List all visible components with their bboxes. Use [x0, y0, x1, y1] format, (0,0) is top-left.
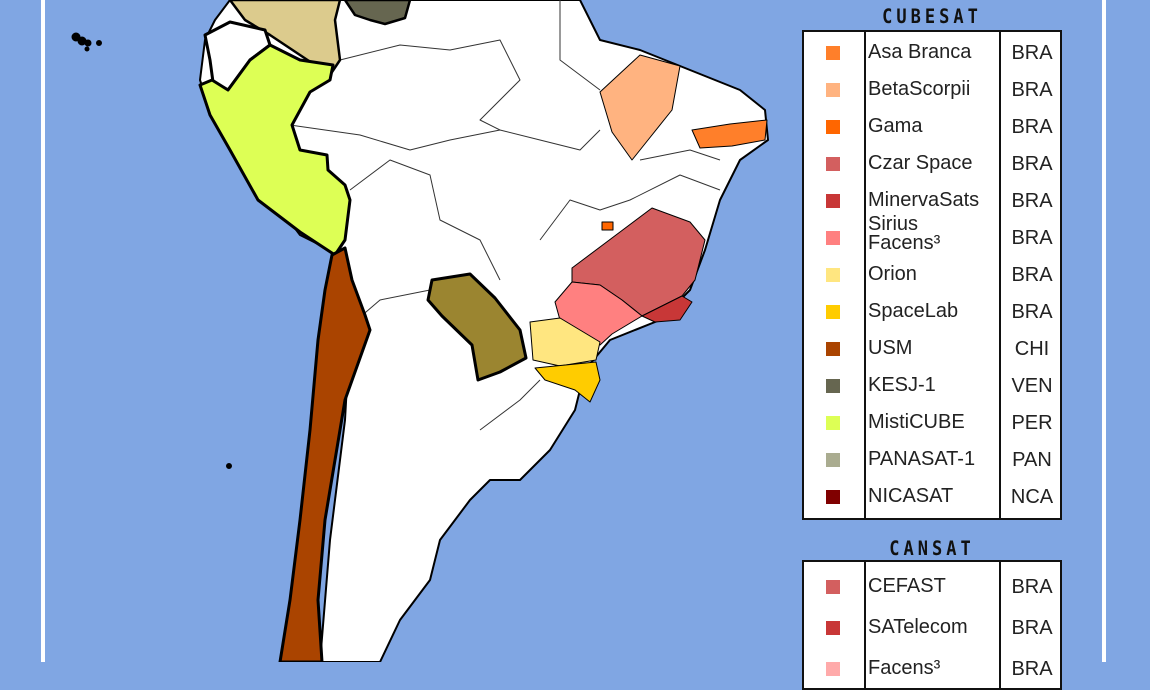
legend-row: Gama BRA [804, 108, 1060, 145]
color-swatch [826, 83, 840, 97]
country-code: BRA [1011, 153, 1053, 175]
legend-row: Asa Branca BRA [804, 34, 1060, 71]
country-code: BRA [1011, 116, 1053, 138]
country-code: PER [1011, 412, 1053, 434]
cansat-legend-table: CEFAST BRA SATelecom BRA Facens³ BRA [802, 560, 1062, 690]
column-divider [864, 562, 866, 688]
country-code: BRA [1011, 301, 1053, 323]
legend-row: USM CHI [804, 330, 1060, 367]
frame-line-right [1102, 0, 1106, 662]
legend-row: KESJ-1 VEN [804, 367, 1060, 404]
country-code: BRA [1011, 190, 1053, 212]
galapagos-islands [71, 32, 102, 52]
region-chile-usm [278, 246, 372, 662]
region-venezuela-kesj1 [343, 0, 412, 26]
legend-row: Czar Space BRA [804, 145, 1060, 182]
frame-line-left [41, 0, 45, 662]
legend-row: Orion BRA [804, 256, 1060, 293]
satellite-name: Facens³ [868, 657, 941, 679]
satellite-name: SATelecom [868, 616, 968, 638]
legend-row: BetaScorpii BRA [804, 71, 1060, 108]
country-code: BRA [1011, 576, 1053, 598]
satellite-name: MistiCUBE [868, 411, 965, 433]
country-code: BRA [1011, 42, 1053, 64]
satellite-name: NICASAT [868, 485, 954, 507]
satellite-name: Orion [868, 263, 917, 285]
country-code: PAN [1012, 449, 1052, 471]
country-code: BRA [1011, 227, 1053, 249]
color-swatch [826, 662, 840, 676]
color-swatch [826, 194, 840, 208]
color-swatch [826, 416, 840, 430]
column-divider [999, 32, 1001, 518]
country-code: NCA [1010, 486, 1054, 508]
satellite-name: Sirius Facens³ [868, 213, 941, 254]
legend-row: Sirius Facens³ BRA [804, 214, 1060, 256]
satellite-name: KESJ-1 [868, 374, 936, 396]
satellite-name: Czar Space [868, 152, 973, 174]
color-swatch [826, 157, 840, 171]
south-america-map [71, 0, 769, 662]
region-asa-branca [691, 119, 768, 149]
satellite-name: MinervaSats [868, 189, 980, 211]
island [226, 463, 232, 469]
satellite-name: Gama [868, 115, 923, 137]
region-paraguay [426, 272, 528, 382]
legend-row: SATelecom BRA [804, 609, 1060, 646]
legend-row: CEFAST BRA [804, 568, 1060, 605]
color-swatch [826, 490, 840, 504]
region-spacelab [534, 361, 601, 403]
cubesat-legend-title: CUBESAT [882, 5, 982, 29]
country-code: VEN [1011, 375, 1053, 397]
color-swatch [826, 621, 840, 635]
legend-row: SpaceLab BRA [804, 293, 1060, 330]
region-betascorpii [599, 54, 681, 161]
country-code: CHI [1014, 338, 1050, 360]
legend-row: Facens³ BRA [804, 650, 1060, 687]
satellite-name: CEFAST [868, 575, 946, 597]
country-code: BRA [1011, 79, 1053, 101]
satellite-name: USM [868, 337, 913, 359]
cansat-legend-title: CANSAT [889, 537, 975, 561]
country-code: BRA [1011, 264, 1053, 286]
color-swatch [826, 231, 840, 245]
legend-row: MistiCUBE PER [804, 404, 1060, 441]
satellite-name: PANASAT-1 [868, 448, 976, 470]
cubesat-legend-table: Asa Branca BRA BetaScorpii BRA Gama BRA Czar S… [802, 30, 1062, 520]
color-swatch [826, 342, 840, 356]
color-swatch [826, 268, 840, 282]
color-swatch [826, 46, 840, 60]
country-code: BRA [1011, 617, 1053, 639]
satellite-name: SpaceLab [868, 300, 959, 322]
column-divider [999, 562, 1001, 688]
satellite-name: Asa Branca [868, 41, 972, 63]
region-orion [529, 317, 601, 367]
region-minervasats [641, 295, 693, 323]
region-gama [601, 221, 614, 231]
color-swatch [826, 580, 840, 594]
legend-row: NICASAT NCA [804, 478, 1060, 515]
color-swatch [826, 379, 840, 393]
country-code: BRA [1011, 658, 1053, 680]
column-divider [864, 32, 866, 518]
region-peru-misticube [198, 43, 352, 257]
color-swatch [826, 120, 840, 134]
legend-row: MinervaSats BRA [804, 182, 1060, 219]
legend-row: PANASAT-1 PAN [804, 441, 1060, 478]
color-swatch [826, 453, 840, 467]
color-swatch [826, 305, 840, 319]
satellite-name: BetaScorpii [868, 78, 971, 100]
